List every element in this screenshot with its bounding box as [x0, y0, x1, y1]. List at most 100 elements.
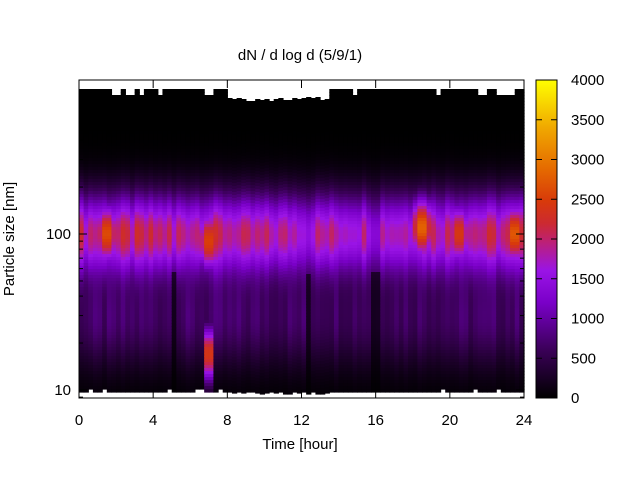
heatmap-cell	[120, 128, 126, 132]
heatmap-cell	[245, 206, 252, 210]
heatmap-cell	[157, 296, 164, 300]
heatmap-cell	[139, 158, 145, 162]
heatmap-cell	[176, 104, 182, 108]
heatmap-cell	[180, 341, 187, 345]
heatmap-cell	[204, 224, 210, 228]
heatmap-cell	[208, 113, 215, 117]
heatmap-cell	[301, 251, 307, 255]
heatmap-cell	[213, 386, 219, 390]
heatmap-cell	[250, 380, 256, 384]
heatmap-cell	[273, 321, 279, 325]
heatmap-cell	[292, 191, 298, 195]
heatmap-cell	[79, 203, 85, 207]
heatmap-cell	[259, 277, 266, 281]
heatmap-cell	[92, 155, 99, 159]
heatmap-cell	[92, 170, 99, 174]
heatmap-cell	[111, 206, 117, 210]
heatmap-cell	[171, 371, 177, 375]
heatmap-cell	[176, 134, 182, 138]
heatmap-cell	[282, 178, 289, 182]
heatmap-cell	[92, 149, 99, 153]
heatmap-cell	[97, 173, 103, 177]
heatmap-cell	[245, 200, 252, 204]
heatmap-cell	[111, 233, 117, 237]
chart-title: dN / d log d (5/9/1)	[238, 47, 362, 64]
heatmap-cell	[213, 230, 219, 234]
heatmap-cell	[273, 327, 279, 331]
heatmap-cell	[250, 284, 256, 288]
heatmap-cell	[162, 233, 168, 237]
heatmap-cell	[222, 206, 228, 210]
heatmap-cell	[269, 125, 275, 129]
heatmap-cell	[222, 194, 228, 198]
heatmap-cell	[185, 317, 191, 321]
heatmap-cell	[134, 233, 140, 237]
heatmap-cell	[259, 127, 266, 131]
heatmap-cell	[241, 174, 247, 178]
heatmap-cell	[92, 350, 99, 354]
heatmap-cell	[79, 143, 85, 147]
heatmap-cell	[167, 272, 173, 276]
heatmap-cell	[88, 191, 94, 195]
heatmap-cell	[264, 210, 270, 214]
heatmap-cell	[292, 113, 298, 117]
heatmap-cell	[222, 257, 228, 261]
heatmap-cell	[97, 344, 103, 348]
heatmap-cell	[129, 110, 136, 114]
heatmap-cell	[143, 233, 150, 237]
heatmap-cell	[287, 280, 293, 284]
heatmap-cell	[292, 221, 298, 225]
heatmap-cell	[241, 207, 247, 211]
heatmap-cell	[273, 375, 279, 379]
heatmap-cell	[227, 260, 233, 264]
heatmap-cell	[171, 167, 177, 171]
heatmap-cell	[88, 188, 94, 192]
heatmap-cell	[213, 251, 219, 255]
heatmap-cell	[194, 212, 201, 216]
heatmap-cell	[139, 104, 145, 108]
heatmap-cell	[167, 170, 173, 174]
heatmap-cell	[162, 245, 168, 249]
heatmap-cell	[129, 326, 136, 330]
heatmap-cell	[204, 164, 210, 168]
heatmap-cell	[134, 146, 140, 150]
heatmap-cell	[88, 254, 94, 258]
heatmap-cell	[213, 191, 219, 195]
heatmap-cell	[241, 243, 247, 247]
heatmap-cell	[236, 338, 242, 342]
heatmap-cell	[134, 275, 140, 279]
heatmap-cell	[222, 299, 228, 303]
heatmap-cell	[259, 235, 266, 239]
heatmap-cell	[143, 263, 150, 267]
heatmap-cell	[273, 192, 279, 196]
heatmap-cell	[162, 278, 168, 282]
heatmap-cell	[134, 368, 140, 372]
heatmap-cell	[269, 227, 275, 231]
heatmap-cell	[213, 260, 219, 264]
heatmap-cell	[259, 193, 266, 197]
heatmap-cell	[282, 238, 289, 242]
heatmap-cell	[194, 305, 201, 309]
heatmap-cell	[176, 227, 182, 231]
heatmap-cell	[106, 212, 113, 216]
heatmap-cell	[120, 215, 126, 219]
heatmap-cell	[139, 131, 145, 135]
heatmap-cell	[134, 329, 140, 333]
heatmap-cell	[199, 107, 205, 111]
heatmap-cell	[292, 98, 298, 102]
heatmap-cell	[255, 246, 261, 250]
heatmap-cell	[79, 191, 85, 195]
heatmap-cell	[269, 335, 275, 339]
heatmap-cell	[125, 221, 131, 225]
heatmap-cell	[176, 245, 182, 249]
heatmap-cell	[102, 98, 108, 102]
heatmap-cell	[255, 150, 261, 154]
heatmap-cell	[88, 116, 94, 120]
heatmap-cell	[250, 155, 256, 159]
heatmap-cell	[241, 153, 247, 157]
heatmap-cell	[129, 356, 136, 360]
heatmap-cell	[204, 248, 210, 252]
heatmap-cell	[88, 260, 94, 264]
heatmap-cell	[241, 273, 247, 277]
heatmap-cell	[264, 150, 270, 154]
